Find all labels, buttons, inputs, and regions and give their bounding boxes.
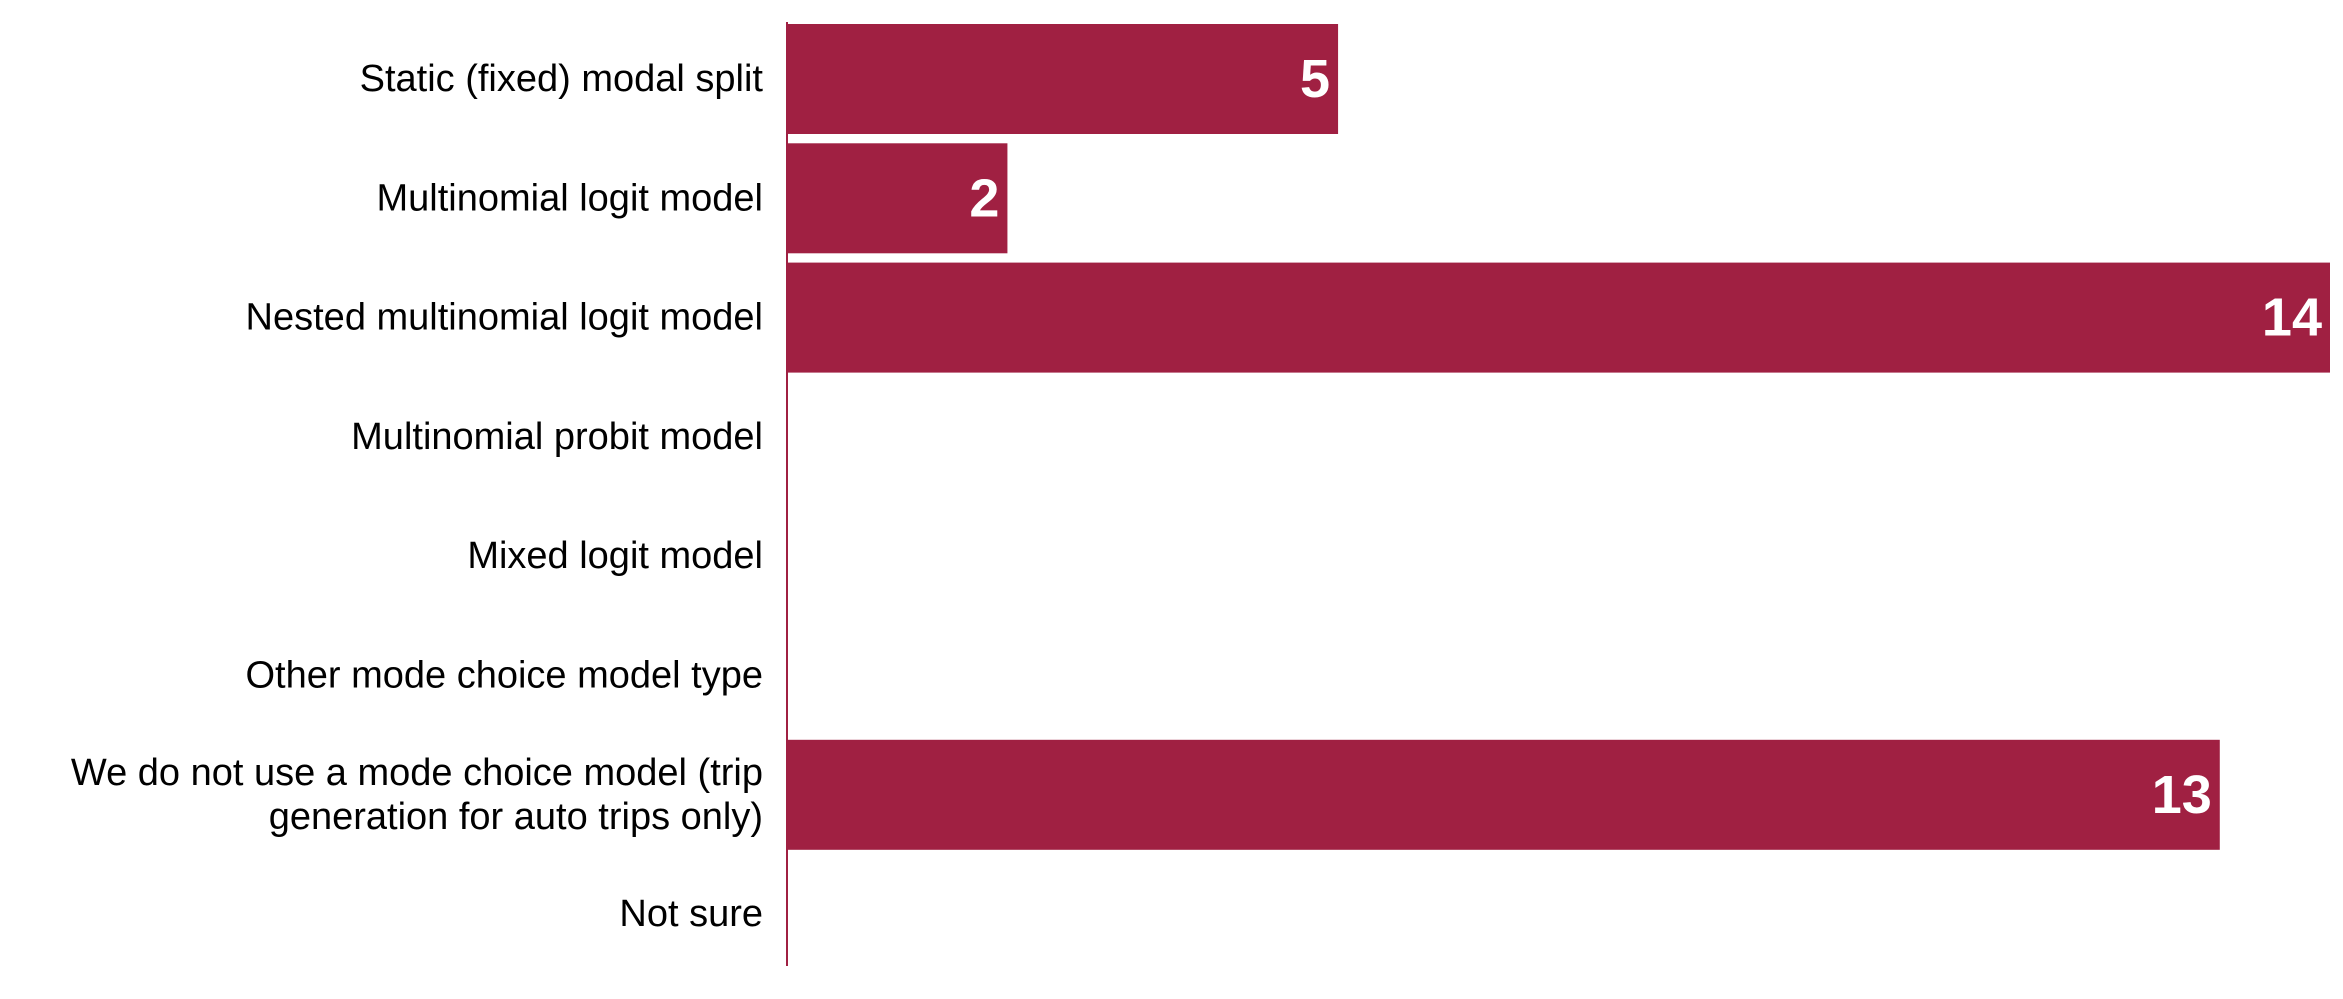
category-label: Static (fixed) modal split: [360, 58, 764, 100]
bar: [787, 262, 2330, 373]
data-label: 13: [2152, 765, 2212, 825]
category-label: Multinomial probit model: [351, 416, 763, 458]
category-label: Multinomial logit model: [377, 177, 764, 219]
data-label: 5: [1300, 49, 1330, 109]
category-label: We do not use a mode choice model (trip g…: [71, 752, 763, 838]
category-label: Other mode choice model type: [246, 655, 764, 697]
category-label: Nested multinomial logit model: [246, 297, 763, 339]
category-label: Mixed logit model: [467, 535, 763, 577]
data-label: 2: [969, 168, 999, 228]
bar: [787, 143, 1008, 254]
bar: [787, 739, 2220, 850]
data-label: 14: [2262, 288, 2322, 348]
bar: [787, 24, 1339, 134]
category-label: Not sure: [619, 893, 763, 935]
